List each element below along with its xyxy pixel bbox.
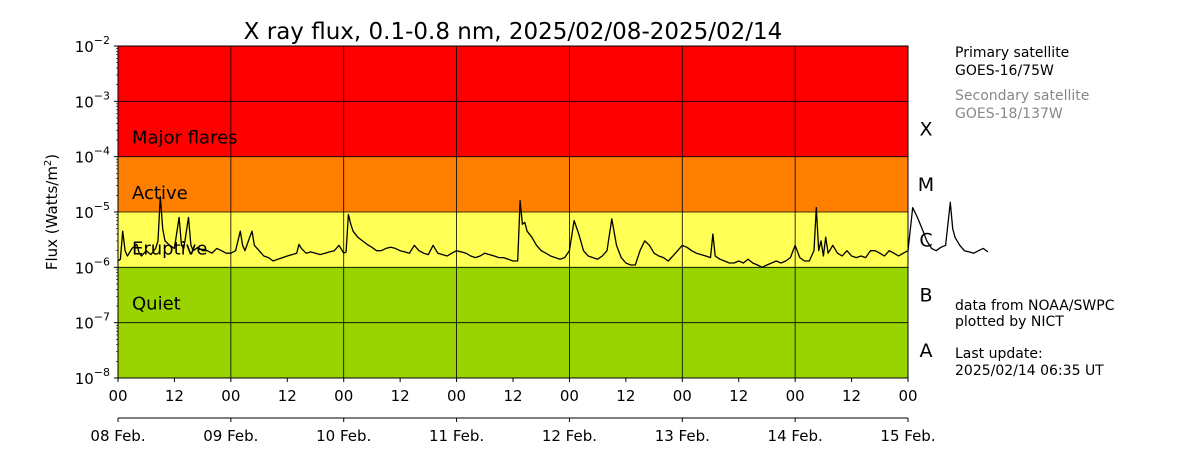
date-tick-label: 09 Feb. bbox=[203, 427, 258, 445]
y-tick-label: 10−2 bbox=[75, 34, 110, 56]
y-tick-label: 10−4 bbox=[75, 145, 110, 167]
band-label: Active bbox=[132, 183, 188, 204]
date-tick-label: 08 Feb. bbox=[90, 427, 145, 445]
y-tick-label: 10−5 bbox=[75, 200, 110, 222]
x-tick-label: 00 bbox=[898, 387, 917, 405]
x-tick-label: 12 bbox=[729, 387, 748, 405]
date-tick-label: 13 Feb. bbox=[655, 427, 710, 445]
x-tick-label: 00 bbox=[334, 387, 353, 405]
last-update-label: Last update: bbox=[955, 346, 1043, 362]
x-axis-dates: 08 Feb. 09 Feb. 10 Feb. 11 Feb. 12 Feb. 13 Fe… bbox=[90, 417, 936, 445]
x-tick-label: 00 bbox=[221, 387, 240, 405]
flare-class-label: M bbox=[918, 174, 934, 196]
band-label: Major flares bbox=[132, 128, 238, 149]
x-tick-label: 00 bbox=[673, 387, 692, 405]
x-tick-label: 00 bbox=[786, 387, 805, 405]
x-tick-label: 12 bbox=[503, 387, 522, 405]
date-tick-label: 12 Feb. bbox=[542, 427, 597, 445]
x-tick-label: 00 bbox=[447, 387, 466, 405]
band-2 bbox=[118, 212, 908, 268]
flare-class-label: B bbox=[919, 285, 932, 307]
date-tick-label: 14 Feb. bbox=[768, 427, 823, 445]
y-tick-label: 10−7 bbox=[75, 311, 110, 333]
flux-series-line bbox=[117, 195, 989, 268]
data-source: data from NOAA/SWPC bbox=[955, 298, 1115, 314]
band-label: Quiet bbox=[132, 294, 181, 315]
x-tick-label: 12 bbox=[165, 387, 184, 405]
y-axis-label: Flux (Watts/m2) bbox=[43, 154, 61, 270]
x-tick-label: 12 bbox=[391, 387, 410, 405]
y-axis: 10−8 10−7 10−6 10−5 10−4 10−3 10−2 bbox=[75, 34, 118, 388]
gridlines bbox=[118, 46, 908, 378]
flare-class-labels: X M C B A bbox=[918, 119, 934, 362]
primary-satellite-name: GOES-16/75W bbox=[955, 63, 1054, 79]
y-tick-label: 10−6 bbox=[75, 255, 110, 277]
last-update-time: 2025/02/14 06:35 UT bbox=[955, 363, 1104, 379]
y-tick-label: 10−8 bbox=[75, 366, 110, 388]
chart-title: X ray flux, 0.1-0.8 nm, 2025/02/08-2025/… bbox=[244, 19, 783, 45]
secondary-satellite-title: Secondary satellite bbox=[955, 88, 1090, 104]
x-tick-label: 00 bbox=[560, 387, 579, 405]
x-axis-hours: 00 12 00 12 00 12 00 12 00 12 00 12 00 12 00 bbox=[108, 378, 918, 405]
flare-class-label: C bbox=[919, 229, 932, 251]
x-tick-label: 12 bbox=[278, 387, 297, 405]
date-tick-label: 15 Feb. bbox=[880, 427, 935, 445]
date-tick-label: 10 Feb. bbox=[316, 427, 371, 445]
x-tick-label: 00 bbox=[108, 387, 127, 405]
y-tick-label: 10−3 bbox=[75, 89, 110, 111]
plotted-by: plotted by NICT bbox=[955, 314, 1064, 330]
primary-satellite-title: Primary satellite bbox=[955, 45, 1070, 61]
secondary-satellite-name: GOES-18/137W bbox=[955, 106, 1063, 122]
x-tick-label: 12 bbox=[842, 387, 861, 405]
flare-class-label: X bbox=[919, 119, 932, 141]
date-tick-label: 11 Feb. bbox=[429, 427, 484, 445]
band-1 bbox=[118, 156, 908, 212]
x-tick-label: 12 bbox=[616, 387, 635, 405]
flare-class-label: A bbox=[920, 340, 933, 362]
